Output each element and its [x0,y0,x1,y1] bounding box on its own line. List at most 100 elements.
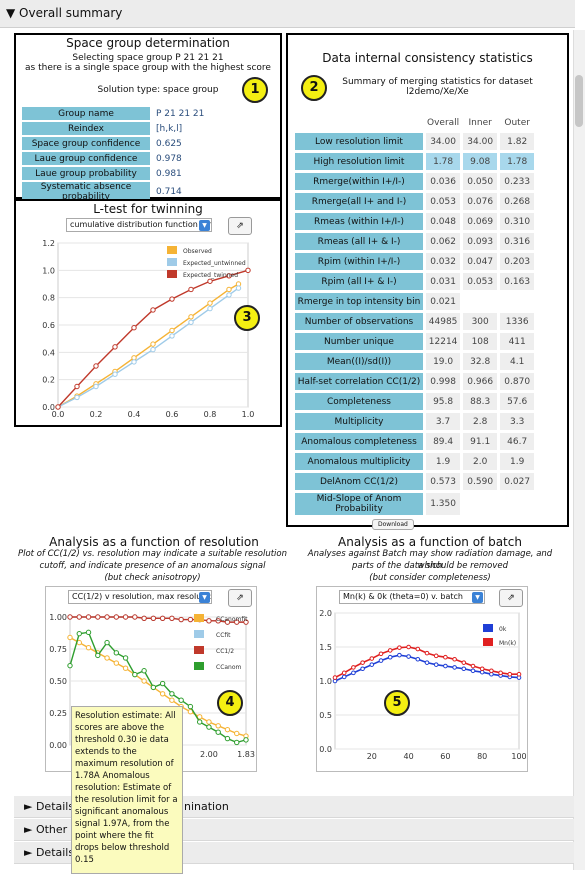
overall-summary-label: ▼ Overall summary [6,6,123,20]
stats-value: 95.8 [426,393,461,410]
download-label: Download [372,519,414,530]
data-point [93,383,99,390]
stats-panel: Data internal consistency statistics Sum… [286,33,569,530]
stats-key: Rmeas (all I+ & I-) [295,233,423,250]
data-point [226,286,232,293]
l-test-plot-select[interactable]: cumulative distribution function for ▼ [66,218,212,232]
data-point [224,726,231,733]
data-point [443,654,448,660]
stats-value: 0.316 [500,233,535,250]
data-point [122,655,129,661]
data-point [215,723,221,729]
batch-plot-select[interactable]: Mn(k) & 0k (theta=0) v. batch ▼ [339,590,485,604]
legend-label: CCanomfit [216,616,248,623]
l-test-panel: L-test for twinning cumulative distribut… [14,199,282,427]
data-point [188,319,194,325]
data-point [215,729,221,735]
badge-4: 4 [217,690,243,716]
batch-popout-button[interactable]: ⇗ [499,589,523,607]
stats-key: Anomalous multiplicity [295,453,423,470]
legend-label: Observed [183,248,212,255]
space-group-value: 0.978 [156,153,182,164]
data-point [187,709,194,715]
data-point [369,656,375,661]
data-point [150,341,156,347]
data-point [85,629,92,636]
x-tick-label: 60 [440,752,450,761]
resolution-popout-button[interactable]: ⇗ [228,589,252,607]
stats-key: Number unique [295,333,423,350]
stats-key: Half-set correlation CC(1/2) [295,373,423,390]
space-group-key: Group name [22,107,150,120]
y-tick-label: 1.0 [319,677,332,686]
stats-row: Half-set correlation CC(1/2) 0.998 0.966 0.… [295,373,535,390]
data-point [95,652,101,659]
solution-type: Solution type: space group [97,85,219,95]
stats-row: Rmeas (within I+/I-) 0.048 0.069 0.310 [295,213,535,230]
resolution-note-3: (but check anisotropy) [104,573,201,583]
data-point [131,359,137,365]
data-point [196,719,203,725]
popout-icon: ⇗ [507,593,515,603]
data-point [178,616,184,623]
data-point [150,346,156,353]
resolution-plot-select[interactable]: CC(1/2) v resolution, max resolutic ▼ [68,590,212,604]
data-point [470,663,476,669]
legend-label: CC1/2 [216,648,234,655]
badge-5: 5 [384,690,410,716]
stats-value: 88.3 [463,393,498,410]
download-button[interactable]: Download [372,511,414,530]
stats-value: 91.1 [463,433,498,450]
l-test-chart: 0.0 0.2 0.4 0.6 0.8 1.0 1.2 0.0 0.2 0.4 0.6 0.8 1.0 O… [42,239,254,419]
space-group-row: Laue group confidence 0.978 [22,152,205,165]
stats-key: High resolution limit [295,153,423,170]
data-point [360,666,365,672]
data-point [406,654,411,659]
data-point [74,383,80,390]
legend-swatch [167,246,177,254]
data-point [387,648,393,653]
space-group-row: Group name P 21 21 21 [22,107,205,120]
data-point [169,697,175,703]
data-point [360,660,365,665]
l-test-popout-button[interactable]: ⇗ [228,217,252,235]
stats-key: Rmerge(within I+/I-) [295,173,423,190]
data-point [207,300,213,306]
legend-swatch [194,614,204,622]
resolution-select-label: CC(1/2) v resolution, max resolutic [72,592,212,601]
y-tick-label: 0.5 [319,711,332,720]
data-point [122,614,129,620]
data-point [141,668,147,674]
space-group-row: Reindex [h,k,l] [22,122,205,135]
data-point [243,619,249,625]
data-point [424,650,430,656]
stats-value: 0.048 [426,213,461,230]
overall-summary-toggle[interactable]: ▼ Overall summary [0,0,575,28]
stats-value: 0.310 [500,213,535,230]
stats-value: 12214 [426,333,461,350]
data-point [159,615,166,621]
data-point [397,645,402,650]
space-group-row: Systematic absence probability 0.714 [22,182,205,202]
legend-label: Expected_untwinned [183,260,246,267]
scrollbar-track[interactable] [573,30,585,870]
stats-title: Data internal consistency statistics [322,51,533,65]
data-point [397,652,402,658]
stats-key: Mean((I)/sd(I)) [295,353,423,370]
stats-value: 0.076 [463,193,498,210]
l-test-title: L-test for twinning [93,202,203,216]
stats-value [463,493,498,515]
data-point [206,724,212,730]
data-point [141,615,147,621]
stats-row: Multiplicity 3.7 2.8 3.3 [295,413,535,430]
y-tick-label: 0.00 [49,741,67,750]
data-point [351,670,356,676]
y-tick-label: 1.5 [319,643,332,652]
header-overall: Overall [427,118,460,128]
stats-value: 1.9 [426,453,461,470]
data-point [187,616,194,623]
data-point [243,737,249,743]
scrollbar-thumb[interactable] [575,75,583,127]
x-tick-label: 2.00 [200,750,218,759]
popout-icon: ⇗ [236,593,244,603]
